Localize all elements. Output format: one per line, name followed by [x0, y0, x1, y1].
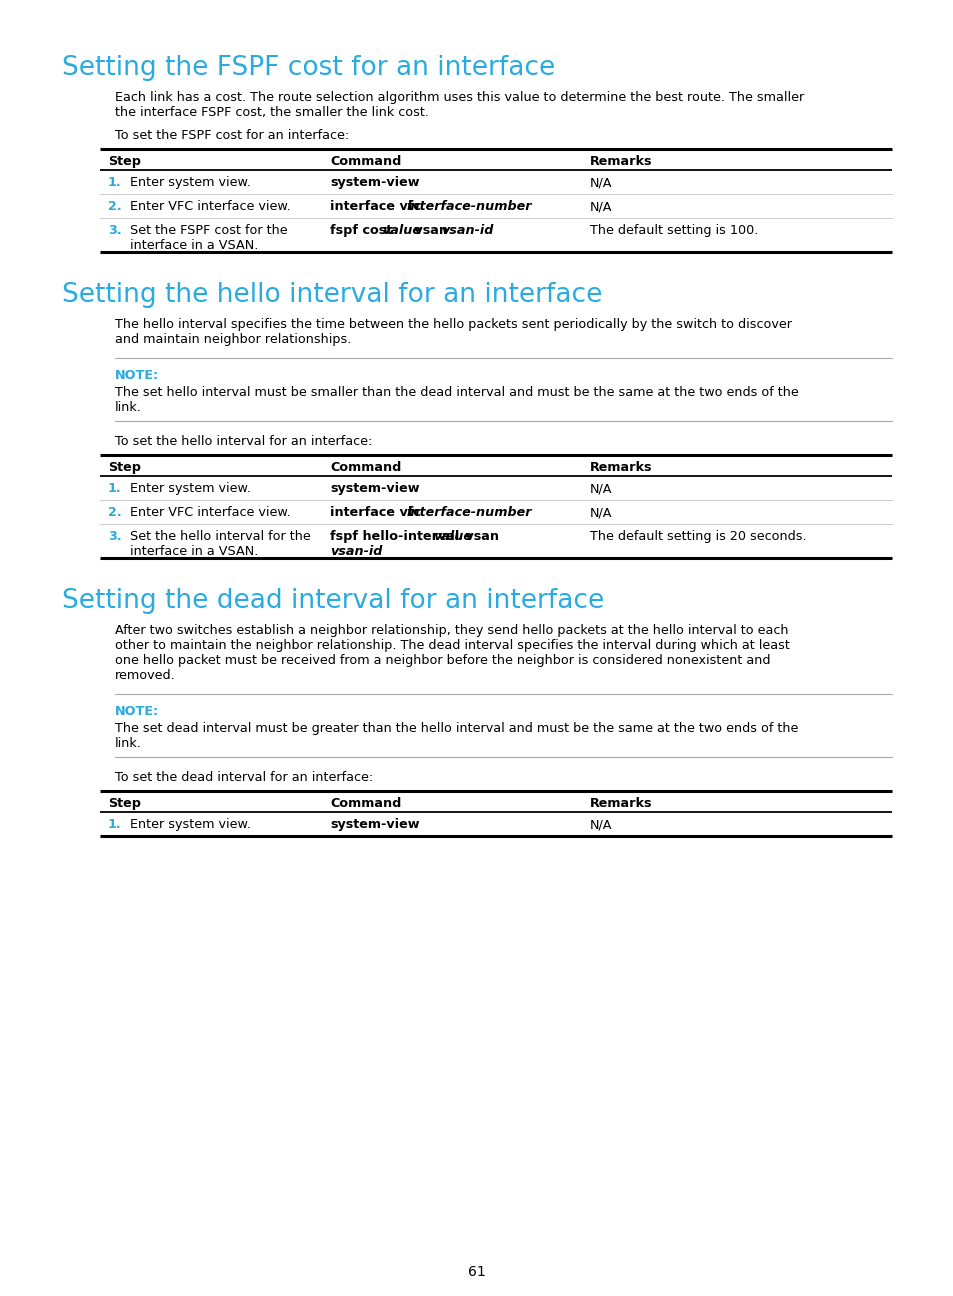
Text: value: value	[381, 224, 420, 237]
Text: vsan: vsan	[460, 530, 498, 543]
Text: system-view: system-view	[330, 818, 419, 831]
Text: interface vfc: interface vfc	[330, 505, 425, 518]
Text: Enter VFC interface view.: Enter VFC interface view.	[130, 505, 291, 518]
Text: Enter system view.: Enter system view.	[130, 818, 251, 831]
Text: The hello interval specifies the time between the hello packets sent periodicall: The hello interval specifies the time be…	[115, 318, 791, 330]
Text: the interface FSPF cost, the smaller the link cost.: the interface FSPF cost, the smaller the…	[115, 106, 429, 119]
Text: vsan-id: vsan-id	[330, 546, 382, 559]
Text: system-view: system-view	[330, 176, 419, 189]
Text: 3.: 3.	[108, 224, 121, 237]
Text: Enter system view.: Enter system view.	[130, 482, 251, 495]
Text: Setting the dead interval for an interface: Setting the dead interval for an interfa…	[62, 588, 603, 614]
Text: Each link has a cost. The route selection algorithm uses this value to determine: Each link has a cost. The route selectio…	[115, 91, 803, 104]
Text: N/A: N/A	[589, 200, 612, 213]
Text: To set the hello interval for an interface:: To set the hello interval for an interfa…	[115, 435, 372, 448]
Text: 1.: 1.	[108, 482, 121, 495]
Text: After two switches establish a neighbor relationship, they send hello packets at: After two switches establish a neighbor …	[115, 623, 788, 638]
Text: link.: link.	[115, 400, 142, 413]
Text: To set the dead interval for an interface:: To set the dead interval for an interfac…	[115, 771, 373, 784]
Text: Remarks: Remarks	[589, 797, 652, 810]
Text: and maintain neighbor relationships.: and maintain neighbor relationships.	[115, 333, 351, 346]
Text: 3.: 3.	[108, 530, 121, 543]
Text: N/A: N/A	[589, 482, 612, 495]
Text: N/A: N/A	[589, 176, 612, 189]
Text: Setting the FSPF cost for an interface: Setting the FSPF cost for an interface	[62, 54, 555, 80]
Text: NOTE:: NOTE:	[115, 369, 159, 382]
Text: Remarks: Remarks	[589, 461, 652, 474]
Text: Step: Step	[108, 797, 141, 810]
Text: Enter VFC interface view.: Enter VFC interface view.	[130, 200, 291, 213]
Text: interface in a VSAN.: interface in a VSAN.	[130, 546, 258, 559]
Text: fspf cost: fspf cost	[330, 224, 396, 237]
Text: The set hello interval must be smaller than the dead interval and must be the sa: The set hello interval must be smaller t…	[115, 386, 798, 399]
Text: N/A: N/A	[589, 818, 612, 831]
Text: interface-number: interface-number	[407, 200, 532, 213]
Text: interface vfc: interface vfc	[330, 200, 425, 213]
Text: Remarks: Remarks	[589, 156, 652, 168]
Text: vsan-id: vsan-id	[440, 224, 493, 237]
Text: value: value	[433, 530, 472, 543]
Text: interface-number: interface-number	[407, 505, 532, 518]
Text: Command: Command	[330, 797, 401, 810]
Text: other to maintain the neighbor relationship. The dead interval specifies the int: other to maintain the neighbor relations…	[115, 639, 789, 652]
Text: Enter system view.: Enter system view.	[130, 176, 251, 189]
Text: 2.: 2.	[108, 200, 121, 213]
Text: 1.: 1.	[108, 176, 121, 189]
Text: one hello packet must be received from a neighbor before the neighbor is conside: one hello packet must be received from a…	[115, 654, 770, 667]
Text: 2.: 2.	[108, 505, 121, 518]
Text: system-view: system-view	[330, 482, 419, 495]
Text: fspf hello-interval: fspf hello-interval	[330, 530, 463, 543]
Text: The set dead interval must be greater than the hello interval and must be the sa: The set dead interval must be greater th…	[115, 722, 798, 735]
Text: Setting the hello interval for an interface: Setting the hello interval for an interf…	[62, 283, 601, 308]
Text: N/A: N/A	[589, 505, 612, 518]
Text: link.: link.	[115, 737, 142, 750]
Text: vsan: vsan	[410, 224, 452, 237]
Text: Command: Command	[330, 461, 401, 474]
Text: NOTE:: NOTE:	[115, 705, 159, 718]
Text: Set the FSPF cost for the: Set the FSPF cost for the	[130, 224, 287, 237]
Text: Step: Step	[108, 156, 141, 168]
Text: interface in a VSAN.: interface in a VSAN.	[130, 238, 258, 251]
Text: Command: Command	[330, 156, 401, 168]
Text: 61: 61	[468, 1265, 485, 1279]
Text: Set the hello interval for the: Set the hello interval for the	[130, 530, 311, 543]
Text: removed.: removed.	[115, 669, 175, 682]
Text: 1.: 1.	[108, 818, 121, 831]
Text: The default setting is 100.: The default setting is 100.	[589, 224, 758, 237]
Text: The default setting is 20 seconds.: The default setting is 20 seconds.	[589, 530, 806, 543]
Text: Step: Step	[108, 461, 141, 474]
Text: To set the FSPF cost for an interface:: To set the FSPF cost for an interface:	[115, 130, 349, 143]
